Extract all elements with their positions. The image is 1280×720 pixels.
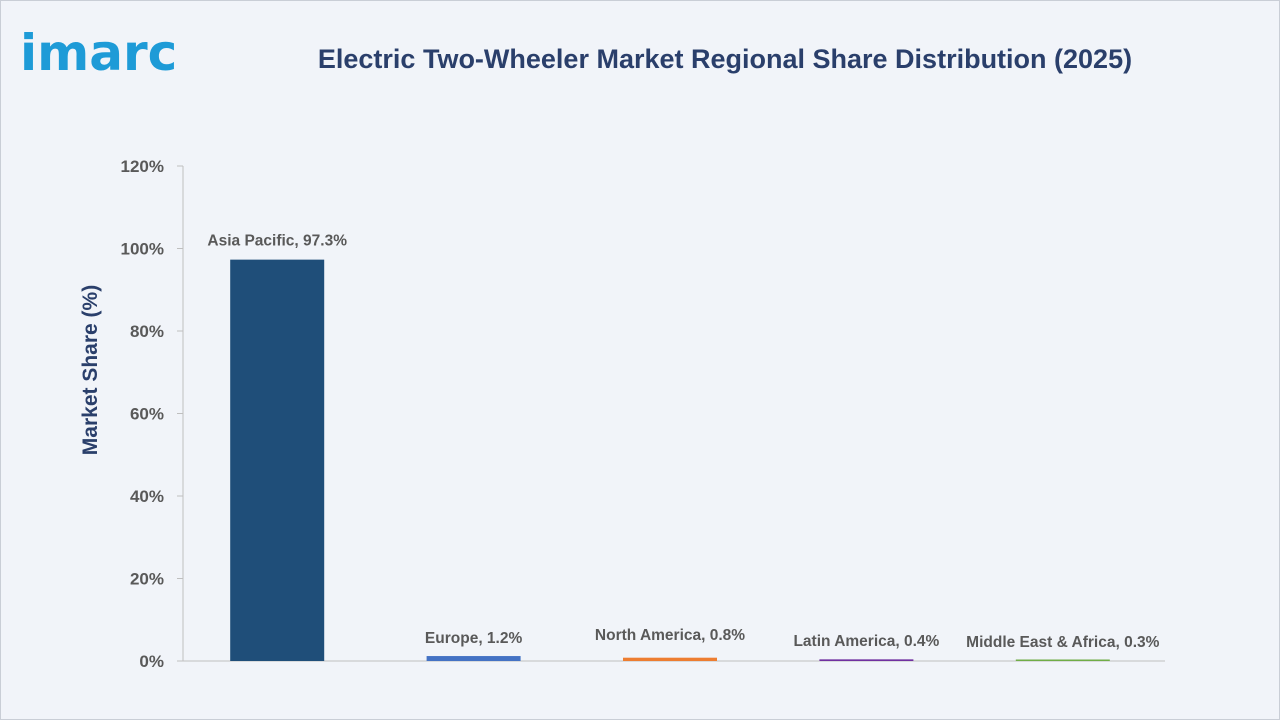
y-tick-label: 100% xyxy=(121,240,164,259)
data-label: Asia Pacific, 97.3% xyxy=(207,233,347,250)
y-tick-label: 0% xyxy=(139,652,164,671)
y-tick-label: 40% xyxy=(130,487,164,506)
y-tick-label: 80% xyxy=(130,322,164,341)
y-tick-label: 60% xyxy=(130,405,164,424)
bar-north-america xyxy=(623,657,717,661)
y-tick-label: 120% xyxy=(121,157,164,176)
bar-latin-america xyxy=(819,659,914,661)
y-tick-label: 20% xyxy=(130,570,164,589)
bar-asia-pacific xyxy=(230,259,325,661)
imarc-logo: imarc xyxy=(20,24,178,82)
chart-bars xyxy=(230,259,1110,661)
chart-data-labels: Asia Pacific, 97.3% Europe, 1.2% North Ame… xyxy=(207,233,1159,651)
bar-europe xyxy=(426,656,521,661)
chart-title: Electric Two-Wheeler Market Regional Sha… xyxy=(317,44,1133,74)
bar-middle-east-africa xyxy=(1015,659,1110,661)
data-label: Europe, 1.2% xyxy=(425,630,523,647)
data-label: Middle East & Africa, 0.3% xyxy=(966,634,1159,651)
data-label: Latin America, 0.4% xyxy=(793,633,939,650)
data-label: North America, 0.8% xyxy=(595,627,745,644)
y-axis-label: Market Share (%) xyxy=(79,285,102,455)
chart-axes: 0% 20% 40% 60% 80% 100% 120% xyxy=(121,157,1165,671)
